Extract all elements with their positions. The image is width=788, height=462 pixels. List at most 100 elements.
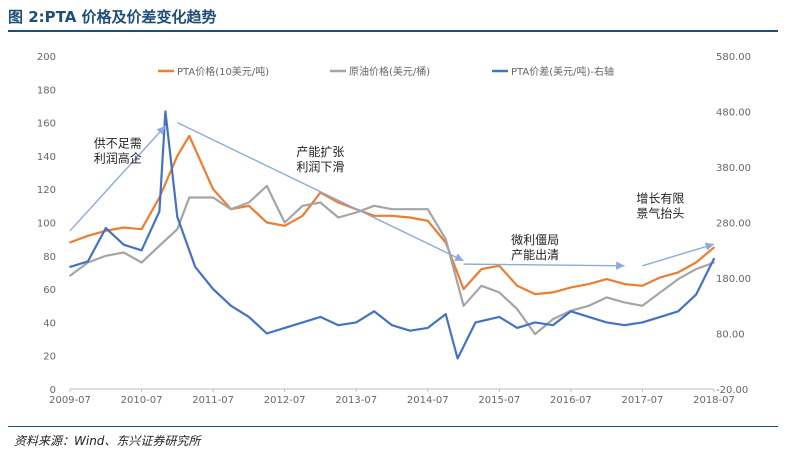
y-right-tick-label: 180.00 xyxy=(716,274,751,285)
title-rule xyxy=(8,30,778,32)
series-point xyxy=(695,261,697,264)
series-point xyxy=(552,324,554,327)
y-right-tick-label: 580.00 xyxy=(716,52,751,63)
y-left-tick-label: 200 xyxy=(37,52,56,63)
series-point xyxy=(659,276,662,279)
series-point xyxy=(212,196,215,199)
series-point xyxy=(301,214,304,217)
series-point xyxy=(301,321,304,324)
series-point xyxy=(69,241,71,244)
x-tick-label: 2017-07 xyxy=(622,395,664,406)
series-line xyxy=(69,184,715,336)
series-point xyxy=(659,291,662,294)
series-point xyxy=(87,260,89,263)
series-point xyxy=(122,226,125,229)
series-point xyxy=(69,266,71,268)
series-point xyxy=(373,214,375,217)
annotation-line: 利润下滑 xyxy=(296,160,344,174)
annotation-line: 增长有限 xyxy=(636,192,684,206)
series-point xyxy=(248,204,250,207)
x-tick-label: 2018-07 xyxy=(693,395,735,406)
series-point xyxy=(623,324,626,327)
series-point xyxy=(677,278,680,280)
series-point xyxy=(355,321,358,324)
series-point xyxy=(140,261,143,264)
series-point xyxy=(69,274,71,277)
series-point xyxy=(552,291,554,294)
series-point xyxy=(188,135,191,137)
x-tick-label: 2015-07 xyxy=(478,395,520,406)
series-point xyxy=(605,296,608,299)
series-point xyxy=(534,293,536,295)
series-point xyxy=(248,201,250,204)
series-point xyxy=(391,324,393,327)
series-point xyxy=(337,201,340,204)
x-tick-label: 2011-07 xyxy=(192,395,234,406)
series-line xyxy=(69,110,715,360)
series-point xyxy=(677,310,680,313)
chart-annotation: 供不足需利润高企 xyxy=(94,137,142,166)
x-tick-label: 2014-07 xyxy=(407,395,449,406)
x-tick-label: 2012-07 xyxy=(264,395,306,406)
series-point xyxy=(104,254,107,257)
annotation-line: 产能出清 xyxy=(511,248,559,262)
series-point xyxy=(319,201,322,204)
series-point xyxy=(373,204,375,207)
series-point xyxy=(498,291,501,294)
series-point xyxy=(265,185,268,187)
series-point xyxy=(426,327,429,329)
y-left-tick-label: 100 xyxy=(37,219,56,230)
series-point xyxy=(444,313,447,315)
source-note: 资料来源：Wind、东兴证券研究所 xyxy=(14,434,201,448)
series-point xyxy=(164,110,167,113)
series-point xyxy=(480,268,483,270)
chart-annotation: 增长有限景气抬头 xyxy=(636,192,684,221)
y-left-tick-label: 80 xyxy=(43,252,56,263)
bottom-rule xyxy=(8,426,778,427)
y-right-tick-label: 380.00 xyxy=(716,163,751,174)
trend-arrow xyxy=(177,121,464,262)
series-point xyxy=(623,283,626,285)
y-right-tick-label: 80.00 xyxy=(716,330,745,341)
series-point xyxy=(265,332,268,335)
series-point xyxy=(391,208,393,211)
series-point xyxy=(230,208,232,211)
series-point xyxy=(498,264,501,267)
figure-title: 图 2:PTA 价格及价差变化趋势 xyxy=(8,8,217,26)
y-right-tick-label: 280.00 xyxy=(716,219,751,230)
legend-label: PTA价差(美元/吨)-右轴 xyxy=(511,65,614,78)
series-point xyxy=(480,284,483,287)
series-point xyxy=(444,238,447,241)
series-point xyxy=(677,271,680,274)
series-point xyxy=(122,243,125,246)
y-left-tick-label: 20 xyxy=(43,352,56,363)
x-tick-label: 2010-07 xyxy=(121,395,163,406)
series-point xyxy=(176,216,179,218)
series-point xyxy=(695,293,697,296)
series-point xyxy=(474,321,477,324)
legend-label: 原油价格(美元/桶) xyxy=(349,65,430,78)
series-point xyxy=(409,216,411,219)
series-point xyxy=(158,210,161,213)
series-point xyxy=(426,208,429,211)
series-point xyxy=(122,251,125,254)
series-point xyxy=(570,286,572,289)
series-point xyxy=(713,246,715,249)
series-point xyxy=(552,318,554,320)
annotation-line: 景气抬头 xyxy=(636,206,684,221)
chart-annotation: 产能扩张利润下滑 xyxy=(296,145,344,174)
series-point xyxy=(104,227,107,230)
series-point xyxy=(212,288,215,290)
chart-annotation: 微利僵局产能出清 xyxy=(511,233,559,262)
x-tick-label: 2016-07 xyxy=(550,395,592,406)
series-point xyxy=(587,283,590,285)
y-left-tick-label: 40 xyxy=(43,318,56,329)
series-point xyxy=(534,333,536,335)
y-left-tick-label: 140 xyxy=(37,152,56,163)
y-left-tick-label: 60 xyxy=(43,285,56,296)
series-point xyxy=(337,324,340,327)
y-right-tick-label: -20.00 xyxy=(716,385,748,396)
series-point xyxy=(140,249,143,252)
series-point xyxy=(587,316,590,318)
